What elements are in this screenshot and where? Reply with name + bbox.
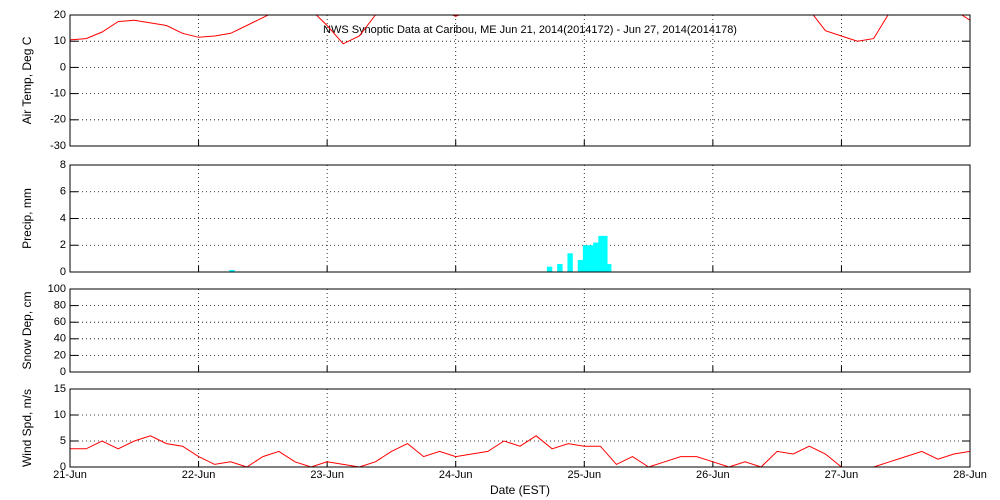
x-tick-label: 26-Jun [696,469,730,481]
y-tick-label: 40 [54,333,66,345]
y-axis-label: Air Temp, Deg C [20,36,34,124]
y-tick-label: 60 [54,316,66,328]
bar [593,242,599,272]
bar [567,253,573,272]
plot-frame [69,388,971,468]
y-tick-label: 4 [60,212,66,224]
y-tick-label: 0 [60,366,66,378]
data-line [70,435,970,467]
y-tick-label: 2 [60,239,66,251]
y-tick-label: 10 [54,409,66,421]
y-axis-label: Snow Dep, cm [20,291,34,369]
y-tick-label: 5 [60,435,66,447]
bar [557,263,563,272]
x-tick-label: 25-Jun [567,469,601,481]
bar [546,266,553,272]
x-tick-label: 22-Jun [182,469,216,481]
y-axis-label: Precip, mm [20,188,34,249]
y-tick-label: 8 [60,159,66,171]
y-tick-label: -10 [50,88,66,100]
chart-title: NWS Synoptic Data at Caribou, ME Jun 21,… [323,24,737,36]
y-axis-label: Wind Spd, m/s [20,389,34,467]
data-line [70,15,970,45]
bar [602,235,608,272]
x-tick-label: 28-Jun [953,469,987,481]
y-tick-label: 20 [54,9,66,21]
bar [577,259,584,272]
x-axis-label: Date (EST) [490,483,550,497]
y-tick-label: 15 [54,383,66,395]
y-tick-label: 0 [60,266,66,278]
y-tick-label: 0 [60,461,66,473]
y-tick-label: 6 [60,186,66,198]
bar [582,245,589,272]
x-tick-label: 27-Jun [825,469,859,481]
bar [606,263,612,272]
y-tick-label: 0 [60,61,66,73]
y-tick-label: 20 [54,349,66,361]
x-tick-label: 24-Jun [439,469,473,481]
y-tick-label: 100 [48,283,66,295]
y-tick-label: -20 [50,114,66,126]
y-tick-label: 10 [54,35,66,47]
y-tick-label: -30 [50,140,66,152]
bar [598,235,604,272]
bar [229,269,235,272]
x-tick-label: 21-Jun [53,469,87,481]
x-tick-label: 23-Jun [310,469,344,481]
bar [588,245,594,272]
y-tick-label: 80 [54,300,66,312]
plot-frame [69,288,971,373]
plot-frame [69,164,971,273]
plot-frame [69,14,971,147]
